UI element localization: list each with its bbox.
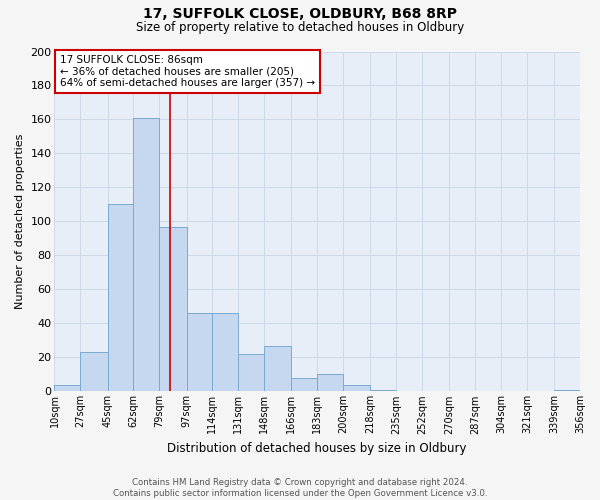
Y-axis label: Number of detached properties: Number of detached properties xyxy=(15,134,25,309)
Bar xyxy=(212,313,238,392)
Text: 17 SUFFOLK CLOSE: 86sqm
← 36% of detached houses are smaller (205)
64% of semi-d: 17 SUFFOLK CLOSE: 86sqm ← 36% of detache… xyxy=(60,55,315,88)
Bar xyxy=(343,384,370,392)
Bar xyxy=(159,226,187,392)
Bar xyxy=(292,378,317,392)
Bar xyxy=(554,390,580,392)
Text: 17, SUFFOLK CLOSE, OLDBURY, B68 8RP: 17, SUFFOLK CLOSE, OLDBURY, B68 8RP xyxy=(143,8,457,22)
Bar xyxy=(107,204,133,392)
Bar xyxy=(133,118,159,392)
X-axis label: Distribution of detached houses by size in Oldbury: Distribution of detached houses by size … xyxy=(167,442,467,455)
Bar xyxy=(187,313,212,392)
Bar xyxy=(264,346,292,392)
Text: Size of property relative to detached houses in Oldbury: Size of property relative to detached ho… xyxy=(136,21,464,34)
Bar xyxy=(317,374,343,392)
Bar xyxy=(238,354,264,392)
Bar xyxy=(55,384,80,392)
Bar xyxy=(370,390,396,392)
Text: Contains HM Land Registry data © Crown copyright and database right 2024.
Contai: Contains HM Land Registry data © Crown c… xyxy=(113,478,487,498)
Bar xyxy=(80,352,107,392)
